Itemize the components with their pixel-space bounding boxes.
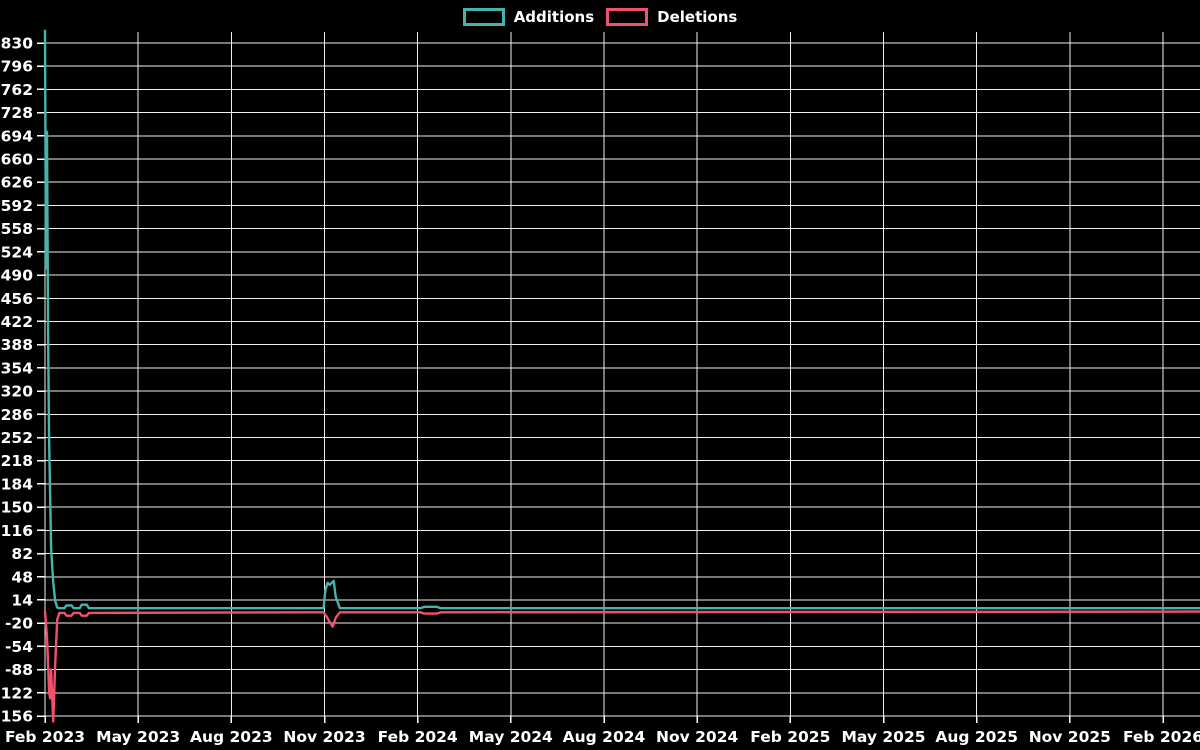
legend-item-deletions[interactable]: Deletions [606,8,737,26]
y-tick-label: 218 [1,452,33,470]
chart-legend: Additions Deletions [0,8,1200,26]
y-tick-label: 490 [1,267,34,285]
x-tick-label: Nov 2023 [283,728,365,746]
x-tick-label: Feb 2024 [378,728,458,746]
y-tick-label: 48 [11,568,33,586]
x-tick-label: Aug 2024 [563,728,646,746]
x-tick-label: Aug 2025 [935,728,1018,746]
y-tick-label: 626 [1,174,33,192]
y-tick-label: 116 [1,522,33,540]
y-tick-label: 728 [1,104,33,122]
y-tick-label: 320 [1,383,34,401]
y-tick-label: 796 [1,58,33,76]
legend-label-deletions: Deletions [657,8,738,26]
y-tick-label: 184 [1,475,34,493]
y-tick-label: 354 [1,359,34,377]
y-tick-label: 592 [1,197,33,215]
series-line-additions [43,29,1200,610]
x-tick-label: May 2025 [841,728,925,746]
x-tick-label: Aug 2023 [190,728,273,746]
y-tick-label: 660 [1,151,34,169]
y-tick-label: 14 [11,591,33,609]
y-tick-label: 524 [1,243,34,261]
deletions-swatch-icon [606,8,649,26]
y-tick-label: 286 [1,406,33,424]
y-tick-label: 388 [1,336,33,354]
x-tick-label: Nov 2025 [1029,728,1111,746]
y-tick-label: 422 [1,313,33,331]
legend-item-additions[interactable]: Additions [462,8,595,26]
y-tick-label: -20 [5,615,33,633]
y-tick-label: 252 [1,429,33,447]
x-tick-label: May 2024 [469,728,553,746]
y-tick-label: 830 [1,35,34,53]
y-tick-label: -54 [5,638,33,656]
x-tick-label: Feb 2025 [750,728,830,746]
y-tick-label: 456 [1,290,33,308]
additions-swatch-icon [462,8,505,26]
y-tick-label: 150 [1,499,34,517]
series-line-deletions [43,610,1200,723]
y-tick-label: 762 [1,81,33,99]
x-tick-label: May 2023 [96,728,180,746]
x-tick-label: Nov 2024 [656,728,738,746]
y-tick-label: 82 [11,545,33,563]
x-tick-label: Feb 2026 [1123,728,1200,746]
y-tick-label: -88 [5,661,33,679]
y-tick-label: 558 [1,220,33,238]
x-tick-label: Feb 2023 [5,728,85,746]
legend-label-additions: Additions [513,8,595,26]
y-tick-label: -122 [0,684,33,702]
y-tick-label: -156 [0,708,33,726]
y-tick-label: 694 [1,127,34,145]
